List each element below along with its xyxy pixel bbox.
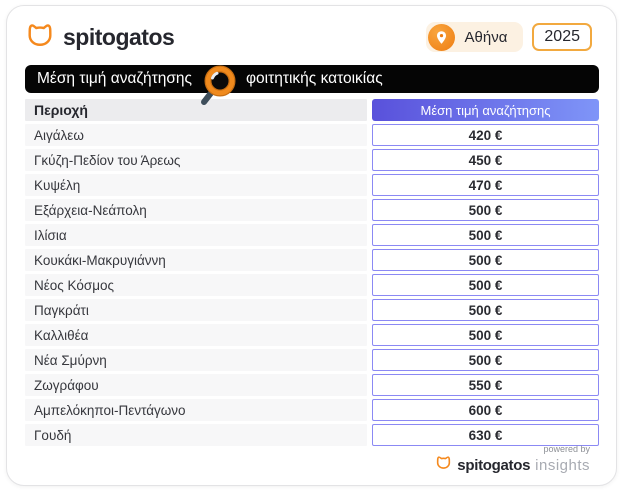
area-cell: Κυψέλη bbox=[25, 174, 367, 196]
price-cell: 450 € bbox=[372, 149, 599, 171]
banner-text-after: φοιτητικής κατοικίας bbox=[246, 70, 383, 87]
cat-icon bbox=[435, 455, 452, 475]
insights-logo: spitogatos insights bbox=[435, 455, 590, 475]
location-label: Αθήνα bbox=[464, 28, 508, 46]
year-badge[interactable]: 2025 bbox=[532, 23, 592, 51]
cat-icon bbox=[25, 22, 55, 53]
price-cell: 550 € bbox=[372, 374, 599, 396]
magnifier-icon bbox=[199, 65, 239, 114]
area-cell: Εξάρχεια-Νεάπολη bbox=[25, 199, 367, 221]
area-cell: Αιγάλεω bbox=[25, 124, 367, 146]
price-cell: 500 € bbox=[372, 249, 599, 271]
price-cell: 470 € bbox=[372, 174, 599, 196]
area-cell: Γουδή bbox=[25, 424, 367, 446]
area-cell: Παγκράτι bbox=[25, 299, 367, 321]
area-cell: Νέος Κόσμος bbox=[25, 274, 367, 296]
footer: powered by spitogatos insights bbox=[435, 444, 590, 475]
title-banner: Μέση τιμή αναζήτησης φοιτητικής κατοικία… bbox=[25, 65, 599, 105]
spitogatos-logo: spitogatos bbox=[25, 22, 175, 53]
area-cell: Γκύζη-Πεδίον του Άρεως bbox=[25, 149, 367, 171]
area-cell: Νέα Σμύρνη bbox=[25, 349, 367, 371]
price-cell: 600 € bbox=[372, 399, 599, 421]
area-cell: Αμπελόκηποι-Πεντάγωνο bbox=[25, 399, 367, 421]
banner-text-before: Μέση τιμή αναζήτησης bbox=[37, 70, 192, 87]
price-table: Περιοχή Μέση τιμή αναζήτησης Αιγάλεω 420… bbox=[25, 99, 599, 446]
price-cell: 500 € bbox=[372, 274, 599, 296]
price-cell: 500 € bbox=[372, 324, 599, 346]
column-header-area: Περιοχή bbox=[25, 99, 367, 121]
column-header-price: Μέση τιμή αναζήτησης bbox=[372, 99, 599, 121]
powered-by-label: powered by bbox=[543, 444, 590, 454]
year-label: 2025 bbox=[544, 28, 580, 45]
area-cell: Ζωγράφου bbox=[25, 374, 367, 396]
location-badge[interactable]: Αθήνα bbox=[425, 22, 524, 52]
area-cell: Καλλιθέα bbox=[25, 324, 367, 346]
brand-name: spitogatos bbox=[63, 23, 175, 50]
infographic-card: spitogatos Αθήνα 2025 Μέση τιμή αναζήτησ… bbox=[6, 5, 617, 486]
footer-insights-label: insights bbox=[535, 456, 590, 474]
location-pin-icon bbox=[427, 23, 455, 51]
header-controls: Αθήνα 2025 bbox=[425, 22, 592, 52]
price-cell: 500 € bbox=[372, 224, 599, 246]
price-cell: 500 € bbox=[372, 199, 599, 221]
price-cell: 630 € bbox=[372, 424, 599, 446]
top-bar: spitogatos Αθήνα 2025 bbox=[25, 20, 592, 54]
price-cell: 500 € bbox=[372, 349, 599, 371]
area-cell: Ιλίσια bbox=[25, 224, 367, 246]
footer-brand-name: spitogatos bbox=[457, 456, 531, 474]
price-cell: 420 € bbox=[372, 124, 599, 146]
area-cell: Κουκάκι-Μακρυγιάννη bbox=[25, 249, 367, 271]
price-cell: 500 € bbox=[372, 299, 599, 321]
